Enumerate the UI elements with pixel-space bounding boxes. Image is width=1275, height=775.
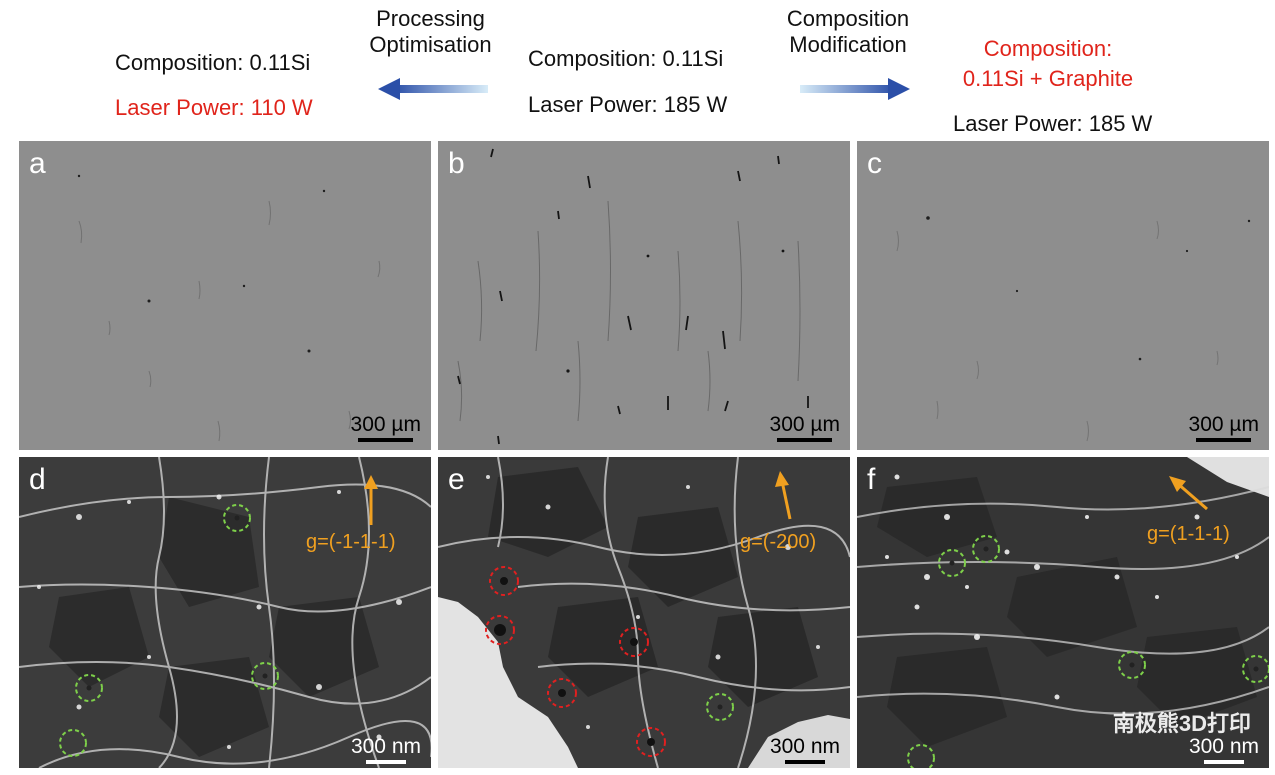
panel-label-f: f bbox=[867, 463, 876, 496]
g-vector-d: g=(-1-1-1) bbox=[306, 531, 396, 553]
scale-text-f: 300 nm bbox=[1188, 735, 1259, 758]
center-laser-power: Laser Power: 185 W bbox=[528, 92, 728, 117]
processing-label-line2: Optimisation bbox=[369, 32, 492, 57]
scale-bar-d: 300 nm bbox=[351, 736, 421, 764]
scale-text-b: 300 µm bbox=[769, 413, 840, 436]
scale-text-e: 300 nm bbox=[769, 735, 840, 758]
left-composition: Composition: 0.11Si bbox=[115, 50, 311, 75]
center-composition: Composition: 0.11Si bbox=[528, 46, 724, 71]
micrograph-panel-c: c 300 µm bbox=[857, 141, 1269, 450]
panel-label-c: c bbox=[867, 147, 882, 180]
modification-label-line1: Composition bbox=[786, 6, 910, 31]
tem-d-texture bbox=[19, 457, 431, 768]
micrograph-c-texture bbox=[896, 216, 1251, 442]
left-laser-power: Laser Power: 110 W bbox=[115, 95, 313, 120]
panel-label-e: e bbox=[448, 463, 465, 496]
scale-bar-b: 300 µm bbox=[770, 414, 840, 442]
scale-bar-c: 300 µm bbox=[1189, 414, 1259, 442]
scale-text-a: 300 µm bbox=[350, 413, 421, 436]
scale-bar-f: 300 nm bbox=[1189, 736, 1259, 764]
scale-line-c bbox=[1196, 438, 1252, 442]
micrograph-b-texture bbox=[457, 148, 809, 445]
processing-label-line1: Processing bbox=[376, 6, 485, 31]
right-composition-line1: Composition: bbox=[983, 36, 1113, 61]
right-composition: Composition: 0.11Si + Graphite bbox=[948, 36, 1148, 92]
scale-line-f bbox=[1203, 760, 1244, 764]
scale-bar-e: 300 nm bbox=[770, 736, 840, 764]
scale-text-d: 300 nm bbox=[350, 735, 421, 758]
g-vector-e: g=(-200) bbox=[740, 531, 817, 553]
scale-text-c: 300 µm bbox=[1188, 413, 1259, 436]
micrograph-panel-a: a 300 µm bbox=[19, 141, 431, 450]
modification-label-line2: Modification bbox=[789, 32, 907, 57]
scale-line-b bbox=[777, 438, 833, 442]
right-laser-power: Laser Power: 185 W bbox=[953, 111, 1153, 136]
micrograph-a-texture bbox=[77, 174, 381, 442]
right-arrow-icon bbox=[800, 78, 910, 100]
tem-panel-e: e g=(-200) 300 nm bbox=[438, 457, 850, 768]
panel-label-a: a bbox=[29, 147, 46, 180]
g-vector-f: g=(1-1-1) bbox=[1147, 523, 1230, 545]
scale-line-d bbox=[365, 760, 406, 764]
tem-f-texture bbox=[857, 457, 1269, 768]
left-arrow-icon bbox=[378, 78, 488, 100]
micrograph-panel-b: b 300 µm bbox=[438, 141, 850, 450]
scale-line-a bbox=[358, 438, 414, 442]
watermark: 南极熊3D打印 bbox=[1112, 711, 1251, 736]
processing-label: Processing Optimisation bbox=[358, 6, 503, 58]
scale-line-e bbox=[784, 760, 825, 764]
panel-label-d: d bbox=[29, 463, 46, 496]
right-composition-line2: 0.11Si + Graphite bbox=[962, 66, 1134, 91]
scale-bar-a: 300 µm bbox=[351, 414, 421, 442]
tem-e-texture bbox=[438, 457, 850, 768]
panel-label-b: b bbox=[448, 147, 465, 180]
modification-label: Composition Modification bbox=[773, 6, 923, 58]
tem-panel-f: f g=(1-1-1) 南极熊3D打印 300 nm bbox=[857, 457, 1269, 768]
tem-panel-d: d g=(-1-1-1) 300 nm bbox=[19, 457, 431, 768]
